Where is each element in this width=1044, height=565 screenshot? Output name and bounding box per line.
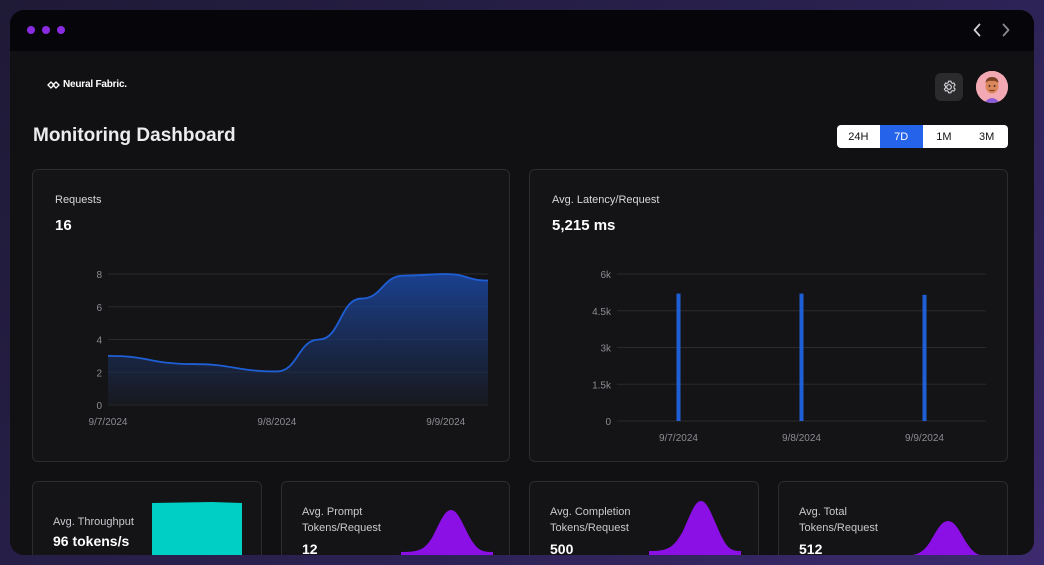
requests-y-tick: 6	[96, 303, 102, 314]
page-title: Monitoring Dashboard	[33, 125, 236, 146]
logo-mark-icon	[47, 80, 60, 89]
prompt-tokens-curve-graphic	[401, 510, 493, 555]
brand-logo[interactable]: Neural Fabric.	[47, 79, 127, 90]
total-tokens-curve-graphic	[912, 521, 981, 555]
window-controls	[27, 26, 65, 34]
latency-y-tick: 0	[605, 417, 611, 428]
window-dot-1[interactable]	[27, 26, 35, 34]
requests-series-line	[107, 273, 489, 373]
title-bar	[10, 10, 1034, 51]
requests-card: Requests 16 8 6 4 2 0 9/7/2024 9/8/2024 9/9/202…	[32, 169, 510, 462]
range-24h-button[interactable]: 24H	[848, 130, 869, 143]
forward-chevron-icon[interactable]	[996, 20, 1016, 40]
requests-y-tick: 0	[96, 401, 102, 412]
latency-label: Avg. Latency/Request	[552, 194, 660, 206]
latency-card: Avg. Latency/Request 5,215 ms 6k 4.5k 3k 1.…	[529, 169, 1008, 462]
requests-y-tick: 4	[96, 336, 102, 347]
latency-bar-chart: 6k 4.5k 3k 1.5k 0 9/7/2024 9/8/2024 9/9/2024	[592, 270, 986, 444]
range-7d-button[interactable]: 7D	[879, 125, 923, 148]
requests-y-tick: 8	[96, 270, 102, 281]
latency-y-tick: 3k	[600, 344, 612, 355]
range-1m-button[interactable]: 1M	[936, 130, 952, 143]
completion-tokens-value: 500	[550, 541, 574, 555]
latency-bar[interactable]	[676, 293, 681, 421]
main-content: Neural Fabric. Monitoring Dashboard 24H …	[10, 51, 1034, 555]
prompt-tokens-value: 12	[302, 541, 318, 555]
gear-icon	[943, 80, 956, 94]
completion-tokens-card: Avg. Completion Tokens/Request 500	[529, 481, 759, 555]
throughput-value: 96 tokens/s	[53, 533, 130, 549]
requests-x-tick: 9/8/2024	[257, 417, 296, 428]
time-range-selector: 24H 7D 1M 3M	[837, 125, 1008, 148]
latency-value: 5,215 ms	[552, 217, 616, 234]
requests-area-chart: 8 6 4 2 0 9/7/2024 9/8/2024 9/9/2024	[89, 270, 489, 428]
total-tokens-card: Avg. Total Tokens/Request 512	[778, 481, 1008, 555]
latency-x-tick: 9/9/2024	[905, 433, 944, 444]
latency-x-tick: 9/7/2024	[659, 433, 698, 444]
window-dot-2[interactable]	[42, 26, 50, 34]
throughput-label: Avg. Throughput	[53, 516, 134, 528]
total-tokens-label: Avg. Total Tokens/Request	[799, 506, 878, 534]
completion-tokens-label: Avg. Completion Tokens/Request	[550, 506, 631, 534]
throughput-card: Avg. Throughput 96 tokens/s	[32, 481, 262, 555]
requests-label: Requests	[55, 194, 102, 206]
logo-text: Neural Fabric.	[63, 79, 127, 90]
user-avatar[interactable]	[976, 71, 1008, 103]
window-dot-3[interactable]	[57, 26, 65, 34]
prompt-tokens-card: Avg. Prompt Tokens/Request 12	[281, 481, 510, 555]
prompt-tokens-label: Avg. Prompt Tokens/Request	[302, 506, 381, 534]
latency-y-tick: 4.5k	[592, 307, 612, 318]
requests-area-fill	[108, 274, 488, 405]
latency-bar[interactable]	[922, 294, 927, 421]
throughput-area-graphic	[152, 502, 242, 555]
range-3m-button[interactable]: 3M	[978, 130, 995, 143]
requests-x-tick: 9/7/2024	[89, 417, 128, 428]
requests-y-tick: 2	[96, 368, 102, 379]
latency-y-tick: 6k	[600, 270, 612, 281]
latency-x-tick: 9/8/2024	[782, 433, 821, 444]
back-chevron-icon[interactable]	[967, 20, 987, 40]
requests-value: 16	[55, 217, 72, 234]
total-tokens-value: 512	[799, 541, 823, 555]
latency-bar[interactable]	[799, 293, 804, 421]
app-window: Neural Fabric. Monitoring Dashboard 24H …	[10, 10, 1034, 555]
requests-x-tick: 9/9/2024	[426, 417, 465, 428]
settings-button[interactable]	[935, 73, 963, 101]
completion-tokens-curve-graphic	[649, 501, 741, 555]
latency-y-tick: 1.5k	[592, 380, 612, 391]
